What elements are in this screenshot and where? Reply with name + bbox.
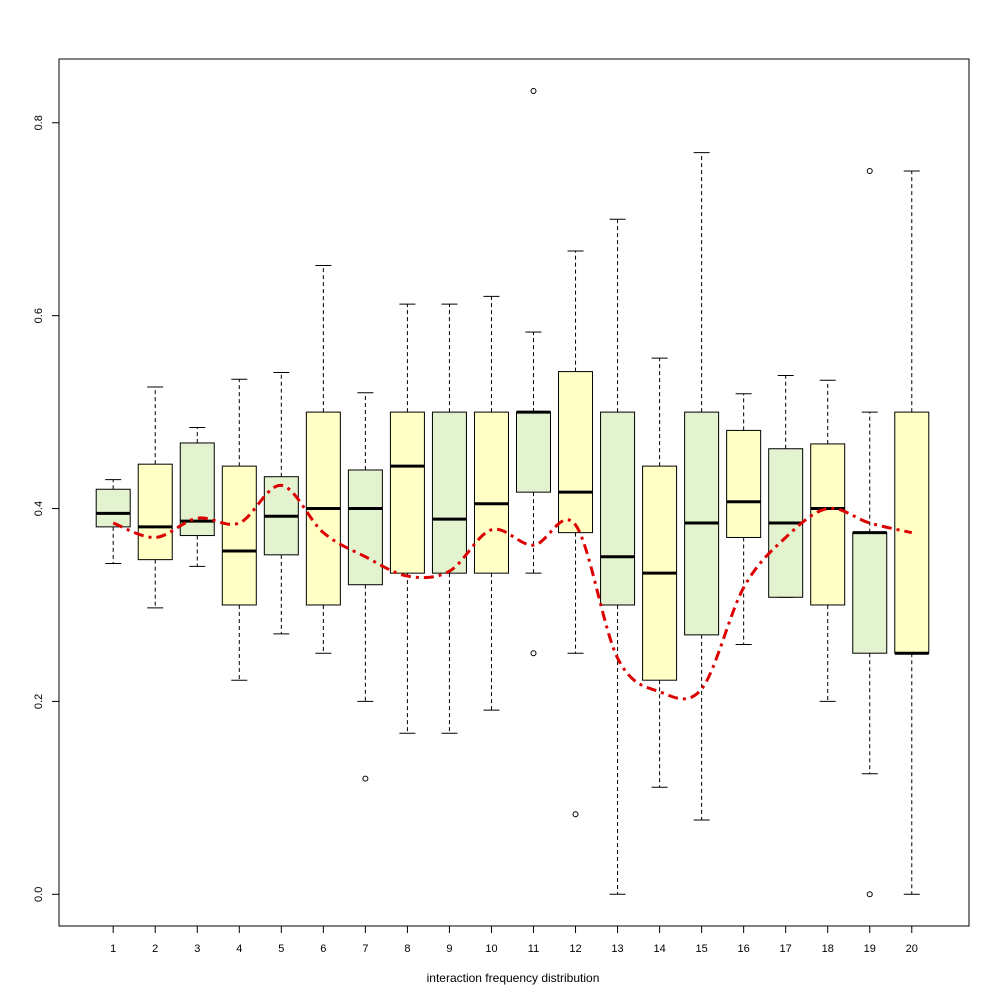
y-tick-label: 0.0 bbox=[33, 887, 45, 902]
outlier-point bbox=[572, 811, 579, 818]
box-body bbox=[431, 411, 467, 574]
box-5 bbox=[263, 372, 299, 635]
box-11 bbox=[516, 87, 551, 657]
box-3 bbox=[179, 427, 215, 567]
x-tick-label: 20 bbox=[906, 943, 918, 955]
y-tick-label: 0.2 bbox=[33, 694, 45, 709]
y-tick-label: 0.8 bbox=[33, 115, 45, 130]
box-13 bbox=[600, 218, 636, 895]
box-1 bbox=[95, 479, 131, 565]
x-tick-label: 14 bbox=[653, 943, 665, 955]
x-axis: 1 2 3 4 5 6 7 8 9 10 11 12 13 14 15 16 17 18 19 20 bbox=[110, 925, 918, 955]
box-18 bbox=[810, 379, 846, 702]
outlier-point bbox=[866, 168, 873, 174]
x-tick-label: 2 bbox=[152, 943, 158, 955]
x-tick-label: 12 bbox=[569, 943, 581, 955]
box-body bbox=[95, 488, 131, 528]
box-body bbox=[389, 411, 425, 574]
box-17 bbox=[768, 374, 804, 598]
box-2 bbox=[137, 386, 173, 609]
box-12 bbox=[558, 250, 594, 818]
x-tick-label: 18 bbox=[822, 943, 834, 955]
box-14 bbox=[642, 357, 678, 788]
y-axis: 0.0 0.2 0.4 0.6 0.8 bbox=[33, 115, 60, 902]
box-10 bbox=[473, 295, 509, 711]
box-9 bbox=[431, 303, 467, 734]
x-tick-label: 6 bbox=[320, 943, 326, 955]
x-tick-label: 8 bbox=[404, 943, 410, 955]
x-tick-label: 1 bbox=[110, 943, 116, 955]
box-15 bbox=[684, 152, 720, 821]
boxes bbox=[95, 87, 930, 898]
x-tick-label: 13 bbox=[611, 943, 623, 955]
x-tick-label: 10 bbox=[485, 943, 497, 955]
outlier-point bbox=[362, 775, 369, 782]
x-tick-label: 3 bbox=[194, 943, 200, 955]
x-tick-label: 4 bbox=[236, 943, 242, 955]
outlier-point bbox=[530, 650, 537, 657]
x-axis-label: interaction frequency distribution bbox=[427, 971, 600, 985]
box-6 bbox=[305, 265, 341, 654]
x-tick-label: 16 bbox=[738, 943, 750, 955]
x-tick-label: 7 bbox=[362, 943, 368, 955]
box-body bbox=[221, 465, 257, 606]
x-tick-label: 19 bbox=[864, 943, 876, 955]
box-19 bbox=[852, 168, 888, 898]
box-16 bbox=[726, 393, 762, 646]
x-tick-label: 9 bbox=[446, 943, 452, 955]
box-body bbox=[137, 463, 173, 561]
box-body bbox=[473, 411, 509, 574]
box-body bbox=[726, 429, 762, 538]
x-tick-label: 15 bbox=[695, 943, 707, 955]
y-tick-label: 0.4 bbox=[33, 501, 45, 516]
outlier-point bbox=[530, 87, 537, 94]
box-body bbox=[810, 443, 846, 606]
outlier-point bbox=[866, 891, 873, 898]
x-tick-label: 5 bbox=[278, 943, 284, 955]
x-tick-label: 17 bbox=[780, 943, 792, 955]
y-tick-label: 0.6 bbox=[33, 308, 45, 323]
box-8 bbox=[389, 303, 425, 734]
x-tick-label: 11 bbox=[528, 943, 539, 955]
box-4 bbox=[221, 378, 257, 681]
box-body bbox=[600, 411, 636, 606]
box-body bbox=[558, 371, 594, 534]
box-7 bbox=[347, 392, 383, 782]
box-body bbox=[516, 411, 551, 493]
box-body bbox=[852, 532, 888, 654]
box-body bbox=[347, 469, 383, 586]
